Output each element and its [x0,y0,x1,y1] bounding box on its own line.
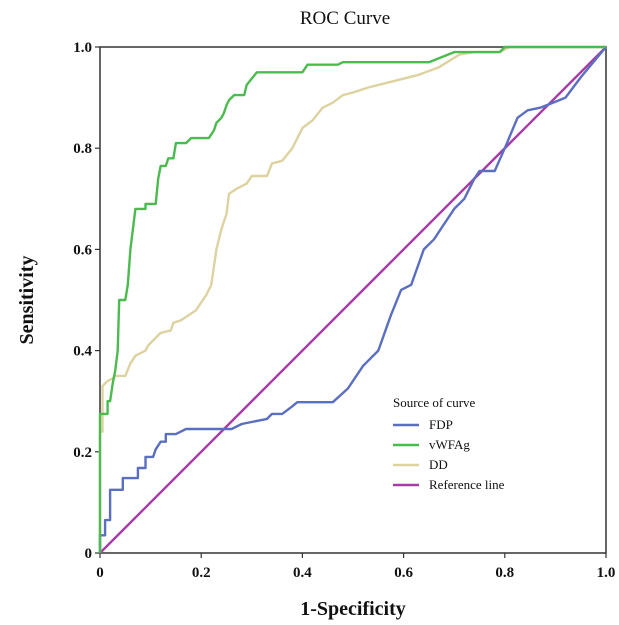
legend-title: Source of curve [393,395,476,410]
legend-label-dd: DD [429,457,448,472]
x-tick-label: 0.4 [293,565,312,581]
chart-title: ROC Curve [300,8,390,29]
y-tick-label: 0 [85,546,93,562]
x-tick-label: 0 [96,565,104,581]
legend-items: FDP vWFAg DD Reference line [393,417,505,492]
y-tick-label: 0.2 [73,445,92,461]
y-axis-label: Sensitivity [16,256,38,345]
y-tick-label: 0.4 [73,344,92,360]
series-line-reference-line [99,46,607,554]
legend-label-fdp: FDP [429,417,453,432]
legend-label-vwfag: vWFAg [429,437,470,452]
x-tick-label: 0.6 [394,565,413,581]
x-tick-label: 0.2 [192,565,211,581]
series-line-dd [98,45,606,553]
axis-ticks: 0 0.2 0.4 0.6 0.8 1.0 0 0.2 0.4 0.6 0.8 1.0 [73,40,615,581]
series-line-fdp [98,46,607,553]
legend: Source of curve FDP vWFAg DD Reference line [393,395,505,492]
x-axis-label: 1-Specificity [300,598,406,620]
y-tick-label: 0.8 [73,141,92,157]
y-tick-label: 0.6 [73,242,92,258]
y-tick-label: 1.0 [73,40,92,56]
x-tick-label: 0.8 [495,565,514,581]
x-tick-label: 1.0 [597,565,616,581]
legend-label-reference-line: Reference line [429,477,505,492]
series-line-vwfag [98,45,606,553]
series-layer [98,45,607,554]
